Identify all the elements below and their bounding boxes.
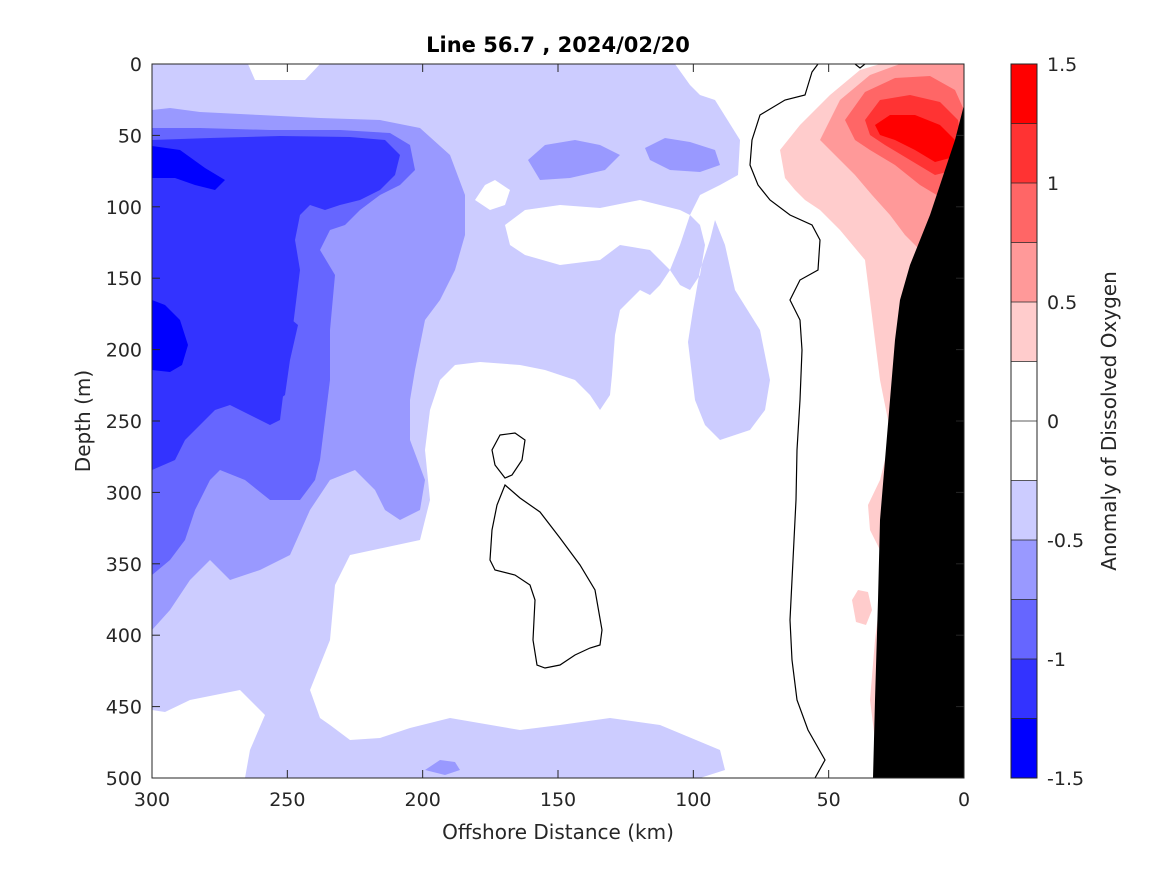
y-axis: 0 50 100 150 200 250 300 350 400 450 500 xyxy=(106,54,964,790)
colorbar-segment xyxy=(1011,123,1037,183)
colorbar-segment xyxy=(1011,480,1037,540)
colorbar-segment xyxy=(1011,361,1037,421)
y-tick-label: 0 xyxy=(130,54,142,76)
y-tick-label: 450 xyxy=(106,697,142,719)
colorbar-segment xyxy=(1011,302,1037,362)
zero-anomaly-contour-line xyxy=(489,64,866,778)
x-tick-label: 50 xyxy=(817,789,841,811)
x-axis: 300 250 200 150 100 50 0 xyxy=(134,64,970,811)
y-tick-label: 100 xyxy=(106,197,142,219)
x-tick-label: 250 xyxy=(269,789,305,811)
y-tick-label: 300 xyxy=(106,482,142,504)
x-tick-label: 0 xyxy=(958,789,970,811)
y-tick-label: 200 xyxy=(106,340,142,362)
colorbar-segment xyxy=(1011,599,1037,659)
x-tick-label: 300 xyxy=(134,789,170,811)
anomaly-band-neg-1.5 xyxy=(152,146,225,372)
colorbar-segment xyxy=(1011,183,1037,243)
colorbar-tick-label: -1.5 xyxy=(1047,768,1084,790)
colorbar-tick-label: -0.5 xyxy=(1047,530,1084,552)
y-tick-label: 150 xyxy=(106,268,142,290)
x-tick-label: 150 xyxy=(540,789,576,811)
y-axis-label: Depth (m) xyxy=(71,370,95,472)
colorbar-segment xyxy=(1011,659,1037,719)
colorbar-tick-label: 0.5 xyxy=(1047,292,1077,314)
colorbar-segment xyxy=(1011,421,1037,481)
y-tick-label: 500 xyxy=(106,768,142,790)
x-axis-label: Offshore Distance (km) xyxy=(442,820,674,844)
colorbar-segment xyxy=(1011,64,1037,124)
seafloor-bathymetry-mask xyxy=(873,105,964,778)
colorbar-frame xyxy=(1010,63,1038,779)
contour-plot-area xyxy=(152,64,964,778)
x-tick-label: 100 xyxy=(675,789,711,811)
y-tick-label: 400 xyxy=(106,625,142,647)
colorbar-tick-label: 1 xyxy=(1047,173,1059,195)
chart-title: Line 56.7 , 2024/02/20 xyxy=(426,33,690,57)
anomaly-band-pos-1.25 xyxy=(875,115,955,162)
anomaly-band-neg-1.25 xyxy=(152,136,400,470)
colorbar-tick-label: -1 xyxy=(1047,649,1066,671)
x-tick-label: 200 xyxy=(405,789,441,811)
colorbar-segment xyxy=(1011,242,1037,302)
colorbar: -1.5 -1 -0.5 0 0.5 1 1.5 xyxy=(1010,54,1084,790)
colorbar-segment xyxy=(1011,718,1037,778)
colorbar-tick-label: 1.5 xyxy=(1047,54,1077,76)
y-tick-label: 350 xyxy=(106,554,142,576)
y-tick-label: 50 xyxy=(118,125,142,147)
y-tick-label: 250 xyxy=(106,411,142,433)
colorbar-label: Anomaly of Dissolved Oxygen xyxy=(1097,271,1121,571)
colorbar-tick-label: 0 xyxy=(1047,411,1059,433)
colorbar-segment xyxy=(1011,540,1037,600)
